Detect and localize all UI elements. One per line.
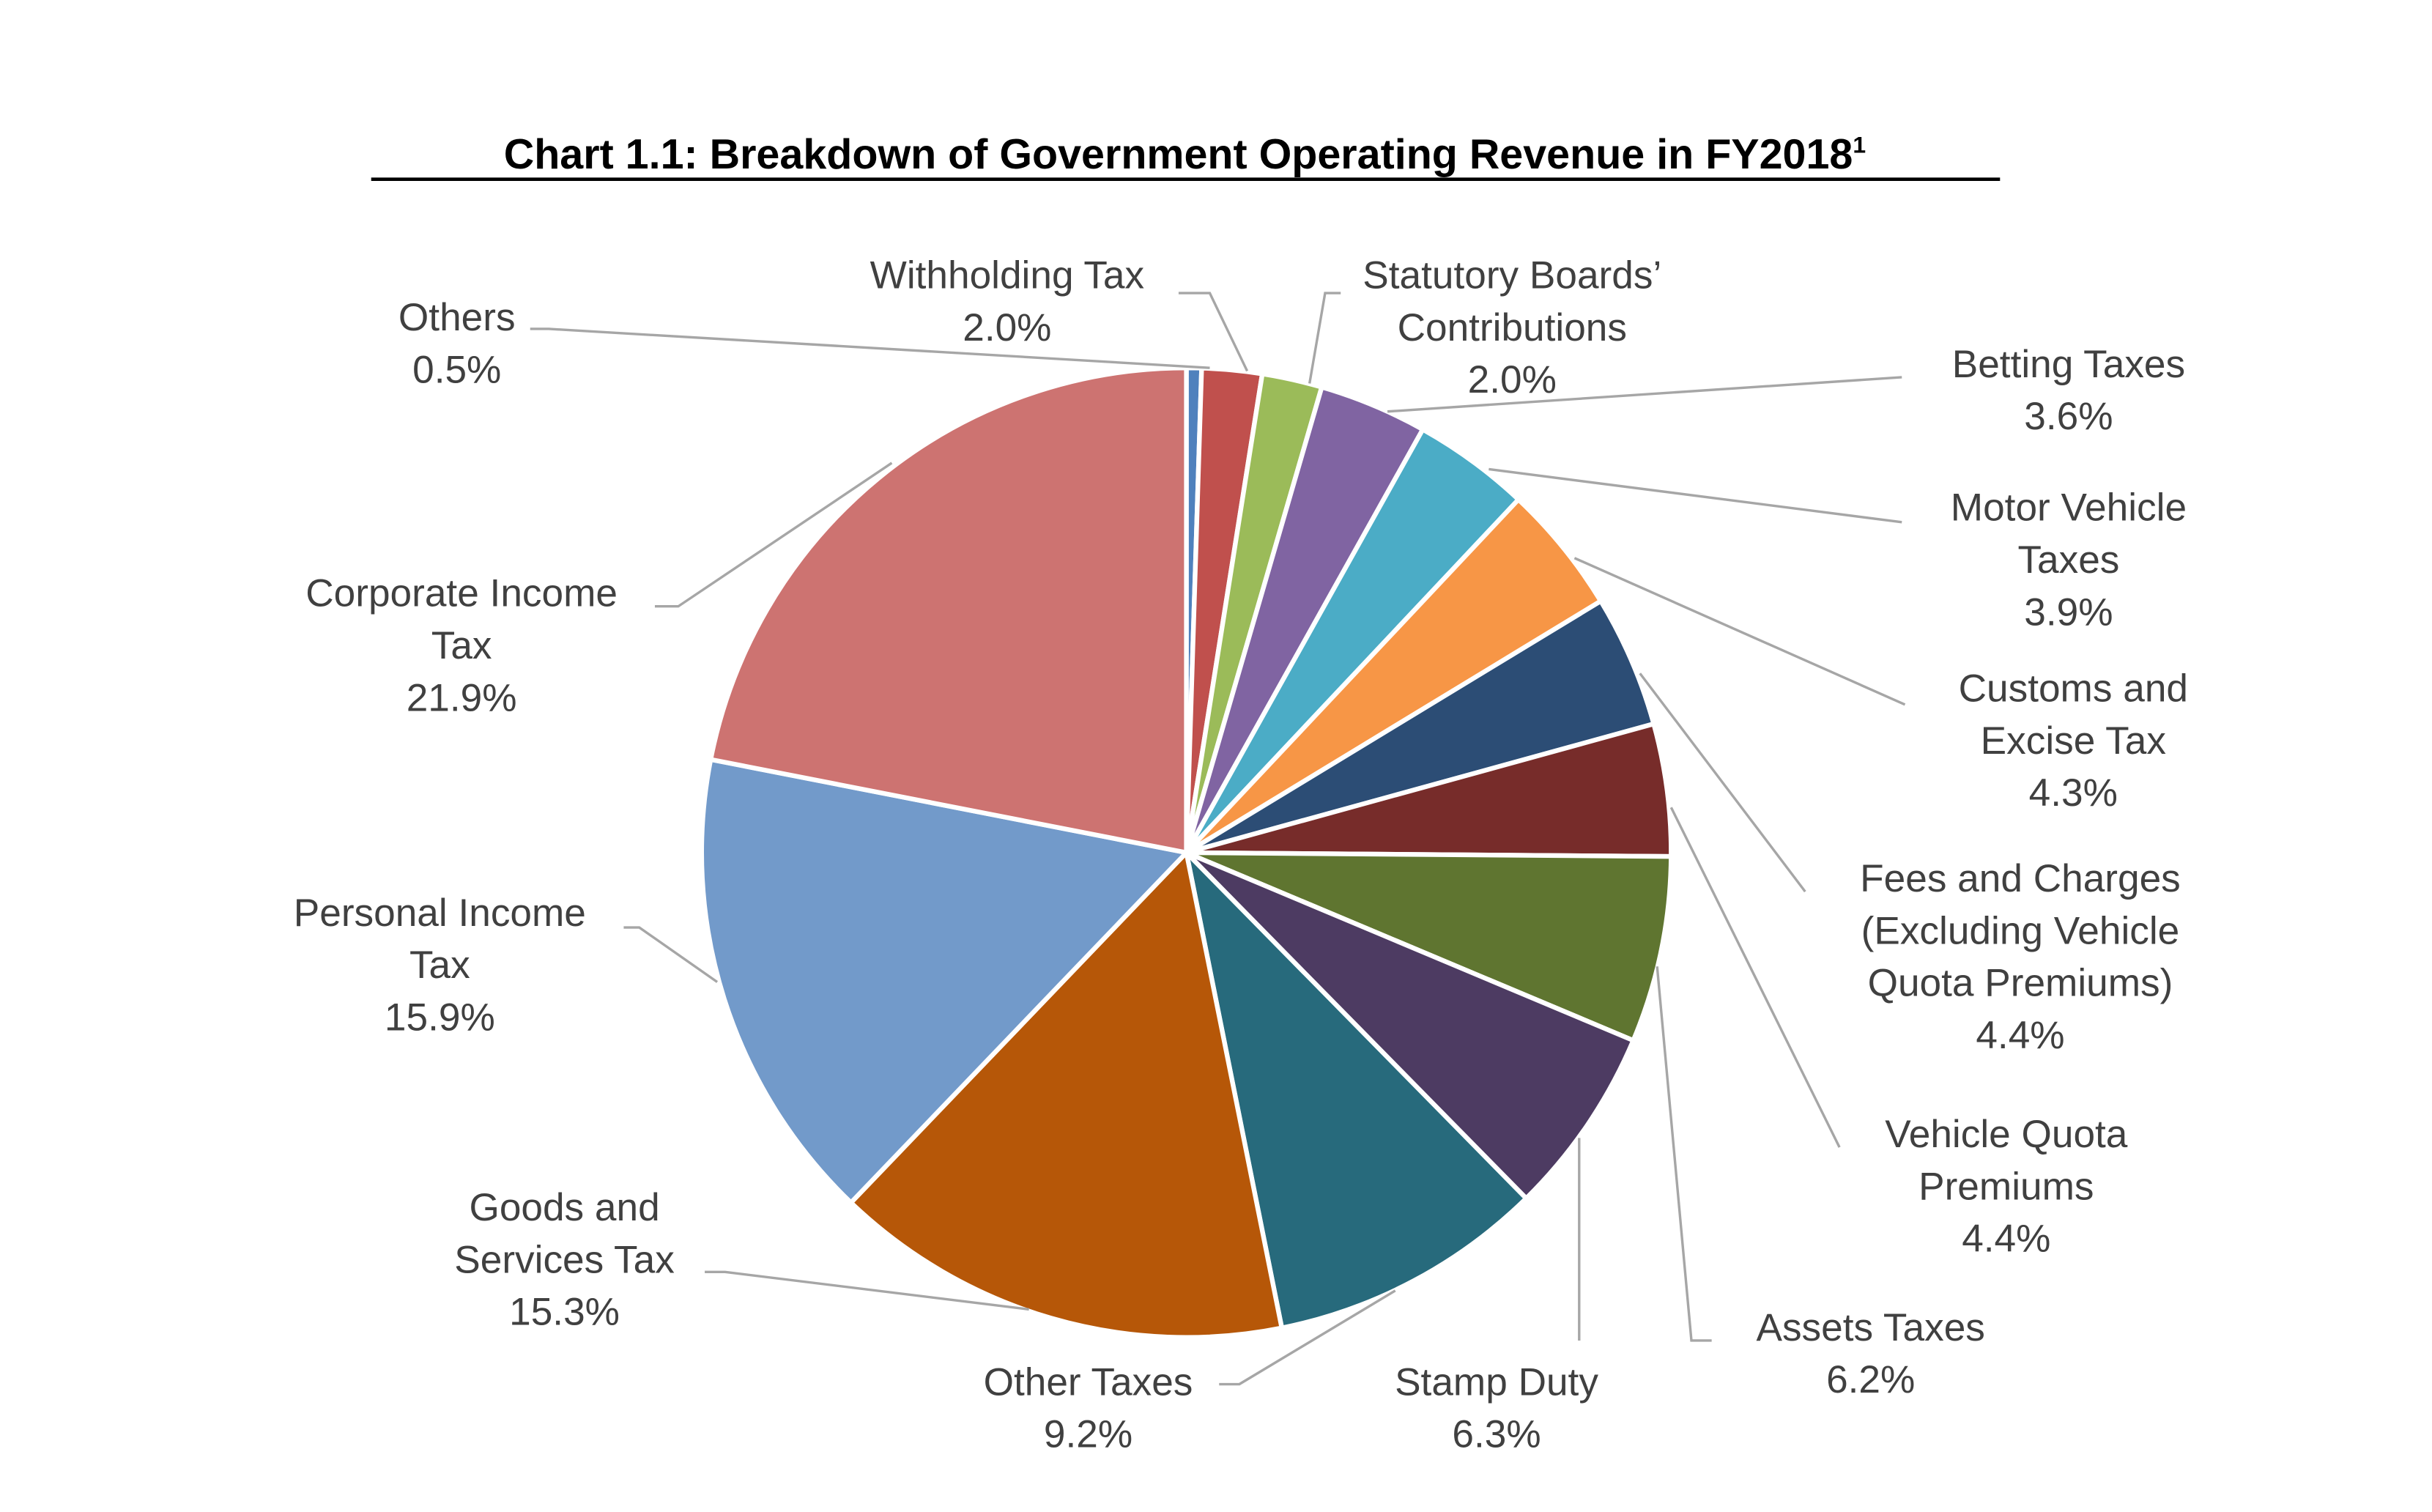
leader-line <box>1639 672 1806 893</box>
data-label-name: Goods and <box>469 1186 659 1229</box>
pie-slice <box>699 756 1191 1207</box>
data-label-value: 2.0% <box>1468 358 1557 401</box>
data-label-name: Premiums <box>1918 1165 2094 1208</box>
data-label-name: Withholding Tax <box>870 254 1145 297</box>
data-label-name: Motor Vehicle <box>1951 486 2187 530</box>
pie-slice <box>1185 850 1674 1044</box>
leader-line <box>1669 807 1841 1148</box>
data-label: Stamp Duty 6.3% <box>1395 1360 1598 1456</box>
data-label: Customs and Excise Tax 4.3% <box>1959 667 2188 815</box>
pie-slice <box>848 848 1285 1340</box>
leader-line <box>1178 292 1249 372</box>
data-label: Assets Taxes 6.2% <box>1757 1306 1985 1401</box>
leader-line <box>1387 376 1902 413</box>
pie-wedges <box>699 365 1674 1340</box>
leader-lines <box>530 292 1906 1386</box>
data-label-value: 3.6% <box>2024 395 2113 438</box>
data-label: Other Taxes 9.2% <box>984 1360 1193 1456</box>
data-label: Vehicle Quota Premiums 4.4% <box>1885 1113 2128 1261</box>
data-label-name: Assets Taxes <box>1757 1306 1985 1349</box>
pie-slice <box>1185 721 1674 859</box>
data-label-name: Personal Income <box>294 892 586 935</box>
data-label-name: Contributions <box>1398 306 1627 349</box>
data-label-value: 15.3% <box>509 1291 620 1334</box>
data-label-name: Quota Premiums) <box>1868 962 2173 1005</box>
data-label-name: Fees and Charges <box>1860 857 2181 900</box>
data-label-value: 15.9% <box>385 996 495 1039</box>
data-label-value: 21.9% <box>407 676 517 719</box>
leader-line <box>1489 467 1902 524</box>
data-label-value: 6.3% <box>1452 1413 1541 1456</box>
data-label-value: 6.2% <box>1826 1358 1915 1401</box>
pie-slice <box>1185 496 1604 855</box>
data-label-name: Betting Taxes <box>1952 343 2185 386</box>
data-label-value: 2.0% <box>963 306 1051 349</box>
data-label-name: Customs and <box>1959 667 2188 711</box>
data-label: Others 0.5% <box>398 296 516 391</box>
pie-slice <box>708 365 1189 856</box>
data-label: Goods and Services Tax 15.3% <box>454 1186 675 1334</box>
data-label-value: 4.4% <box>1962 1218 2050 1261</box>
leader-line <box>530 327 1210 369</box>
data-label: Betting Taxes 3.6% <box>1952 343 2185 438</box>
data-label: Fees and Charges (Excluding Vehicle Quota … <box>1860 857 2181 1057</box>
leader-line <box>1573 557 1906 706</box>
data-label-name: (Excluding Vehicle <box>1861 909 2180 952</box>
data-label-value: 0.5% <box>412 348 501 391</box>
data-label-name: Tax <box>431 624 492 667</box>
chart-title-text: Chart 1.1: Breakdown of Government Opera… <box>504 131 1853 178</box>
data-label-value: 4.4% <box>1976 1014 2064 1057</box>
data-label-value: 4.3% <box>2029 771 2118 815</box>
leader-line <box>1656 966 1712 1342</box>
leader-line <box>1219 1289 1396 1386</box>
leader-line <box>623 926 719 983</box>
pie-slice <box>1185 598 1657 856</box>
data-label-name: Excise Tax <box>1981 719 2167 763</box>
data-label-value: 3.9% <box>2024 590 2113 634</box>
data-label-name: Services Tax <box>454 1238 675 1281</box>
data-label: Statutory Boards’ Contributions 2.0% <box>1363 254 1661 402</box>
data-label: Corporate Income Tax 21.9% <box>305 572 618 720</box>
data-label-name: Tax <box>409 944 470 987</box>
data-label-name: Corporate Income <box>305 572 618 615</box>
data-label: Personal Income Tax 15.9% <box>294 892 586 1040</box>
data-label-name: Stamp Duty <box>1395 1360 1598 1404</box>
data-label-name: Vehicle Quota <box>1885 1113 2128 1156</box>
data-label-name: Other Taxes <box>984 1360 1193 1404</box>
pie-slice <box>1185 850 1636 1202</box>
chart-title-footnote: 1 <box>1853 132 1866 158</box>
data-labels: Others 0.5%Withholding Tax 2.0%Statutory B… <box>294 254 2188 1456</box>
pie-slice <box>1182 845 1530 1331</box>
leader-line <box>654 462 893 608</box>
chart-title: Chart 1.1: Breakdown of Government Opera… <box>504 131 1866 178</box>
leader-line <box>1308 292 1341 384</box>
data-label-name: Others <box>398 296 516 339</box>
data-label-name: Statutory Boards’ <box>1363 254 1661 297</box>
data-label-name: Taxes <box>2017 538 2119 582</box>
leader-line <box>705 1270 1029 1311</box>
data-label-value: 9.2% <box>1044 1413 1132 1456</box>
data-label: Withholding Tax 2.0% <box>870 254 1145 349</box>
data-label: Motor Vehicle Taxes 3.9% <box>1951 486 2187 634</box>
